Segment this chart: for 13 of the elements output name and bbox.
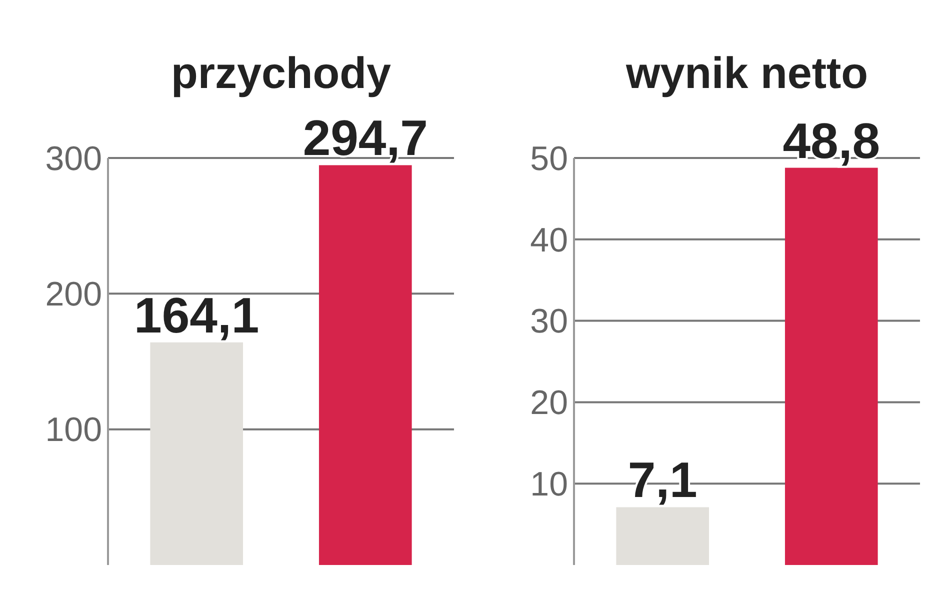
- y-tick-label: 30: [530, 302, 568, 341]
- y-tick-label: 300: [45, 140, 102, 178]
- data-label: 164,1: [134, 287, 260, 344]
- y-tick-label: 20: [530, 384, 568, 422]
- y-tick-label: 100: [45, 411, 102, 450]
- y-tick-label: 50: [530, 140, 568, 178]
- chart-title: przychody: [170, 49, 392, 98]
- chart-title: wynik netto: [624, 49, 868, 98]
- y-tick-label: 200: [45, 276, 102, 314]
- data-label: 294,7: [302, 110, 428, 166]
- y-tick-label: 10: [530, 466, 568, 504]
- y-tick-label: 40: [530, 221, 568, 260]
- data-label: 48,8: [782, 112, 880, 169]
